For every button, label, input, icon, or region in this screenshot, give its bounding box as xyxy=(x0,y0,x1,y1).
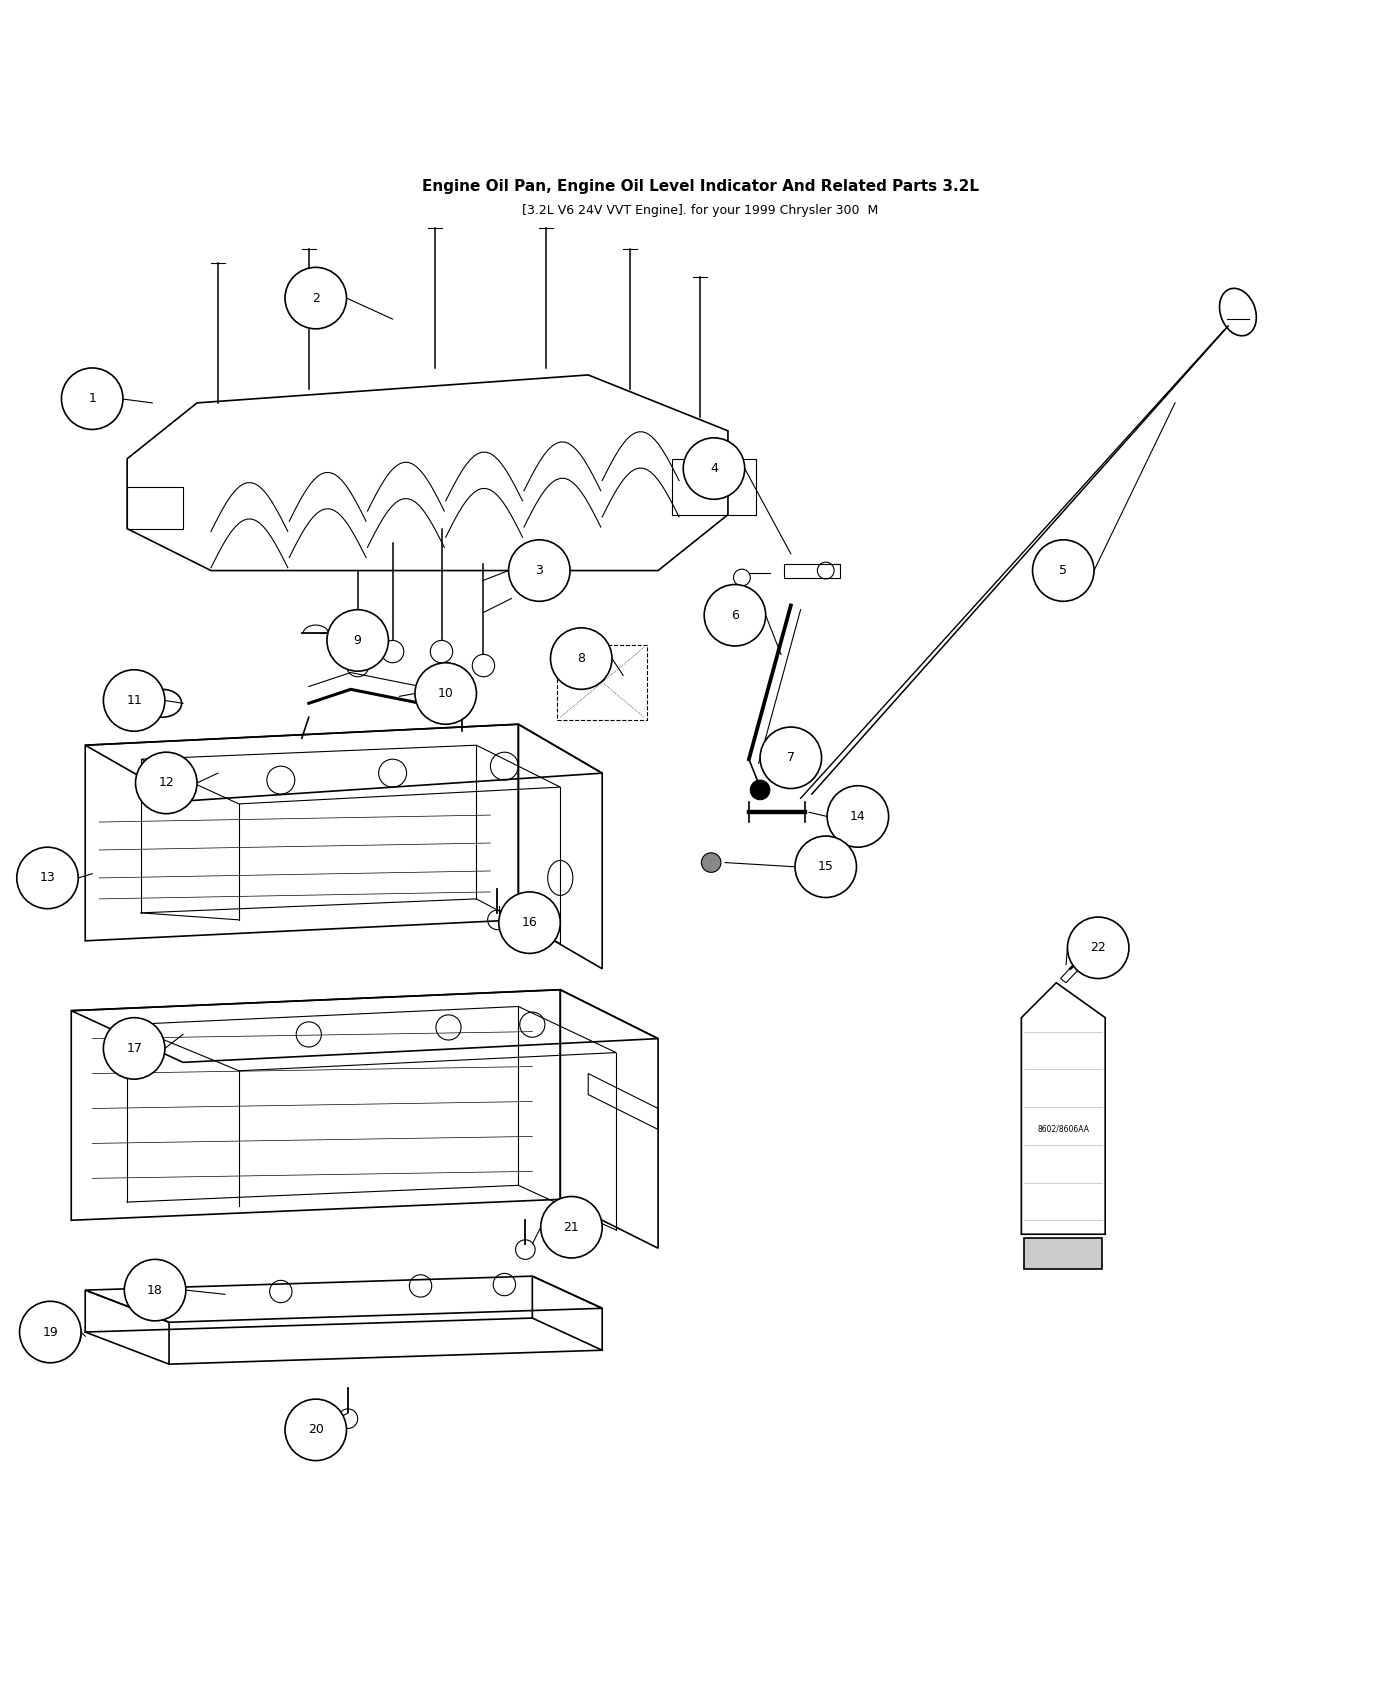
Circle shape xyxy=(125,1260,186,1321)
Text: 9: 9 xyxy=(354,634,361,648)
Text: 16: 16 xyxy=(522,916,538,930)
Circle shape xyxy=(17,847,78,910)
Text: 21: 21 xyxy=(564,1221,580,1234)
Text: 5: 5 xyxy=(1060,564,1067,576)
Text: 2: 2 xyxy=(312,292,319,304)
Circle shape xyxy=(286,267,347,328)
Circle shape xyxy=(704,585,766,646)
Circle shape xyxy=(62,367,123,430)
Circle shape xyxy=(750,780,770,799)
Text: 8: 8 xyxy=(577,653,585,665)
Text: 11: 11 xyxy=(126,694,141,707)
Text: 19: 19 xyxy=(42,1326,59,1338)
Circle shape xyxy=(328,610,388,672)
Circle shape xyxy=(508,541,570,602)
Circle shape xyxy=(20,1300,81,1363)
Text: 15: 15 xyxy=(818,860,833,874)
Circle shape xyxy=(683,439,745,500)
Circle shape xyxy=(286,1399,347,1460)
Text: 3: 3 xyxy=(535,564,543,576)
Circle shape xyxy=(540,1197,602,1258)
Text: 7: 7 xyxy=(787,751,795,765)
Circle shape xyxy=(56,1324,81,1348)
Circle shape xyxy=(414,663,476,724)
Text: 4: 4 xyxy=(710,462,718,474)
Circle shape xyxy=(136,751,197,814)
Circle shape xyxy=(1033,541,1093,602)
Circle shape xyxy=(760,728,822,789)
Circle shape xyxy=(1067,916,1128,979)
Circle shape xyxy=(498,892,560,954)
Text: 10: 10 xyxy=(438,687,454,700)
Circle shape xyxy=(104,1018,165,1080)
Circle shape xyxy=(550,627,612,688)
Text: 20: 20 xyxy=(308,1423,323,1436)
Text: 1: 1 xyxy=(88,393,97,405)
Circle shape xyxy=(52,862,77,886)
Text: 22: 22 xyxy=(1091,942,1106,954)
Text: 6: 6 xyxy=(731,609,739,622)
Circle shape xyxy=(701,853,721,872)
Text: 12: 12 xyxy=(158,777,174,789)
Text: 17: 17 xyxy=(126,1042,141,1056)
Circle shape xyxy=(795,836,857,898)
Text: 13: 13 xyxy=(39,872,56,884)
Text: [3.2L V6 24V VVT Engine]. for your 1999 Chrysler 300  M: [3.2L V6 24V VVT Engine]. for your 1999 … xyxy=(522,204,878,216)
Text: Engine Oil Pan, Engine Oil Level Indicator And Related Parts 3.2L: Engine Oil Pan, Engine Oil Level Indicat… xyxy=(421,178,979,194)
Circle shape xyxy=(104,670,165,731)
Polygon shape xyxy=(1022,983,1105,1234)
Text: 14: 14 xyxy=(850,809,865,823)
Polygon shape xyxy=(1025,1238,1102,1270)
Text: 8602/8606AA: 8602/8606AA xyxy=(1037,1125,1089,1134)
Text: 18: 18 xyxy=(147,1284,162,1297)
Polygon shape xyxy=(1060,955,1088,983)
Circle shape xyxy=(827,785,889,847)
